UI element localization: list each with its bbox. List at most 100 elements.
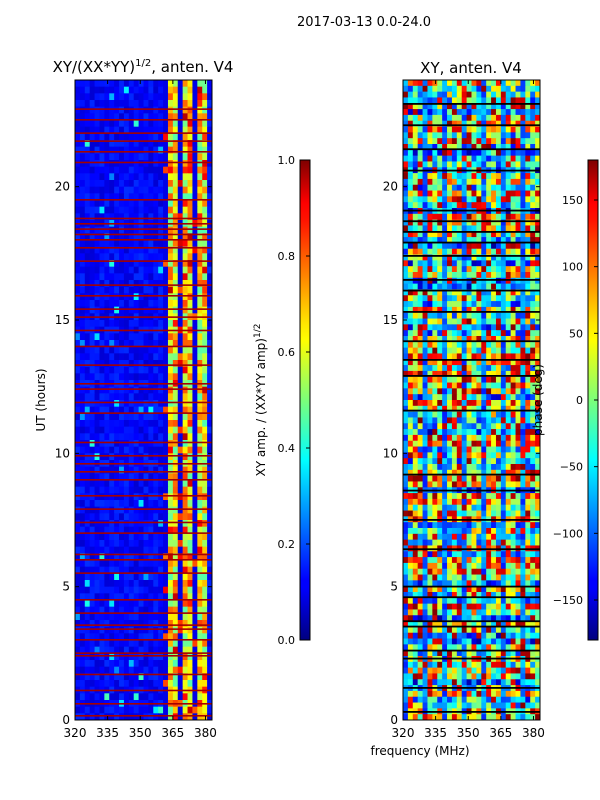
heatmap-cell bbox=[84, 706, 91, 714]
heatmap-cell bbox=[172, 80, 179, 88]
heatmap-cell bbox=[89, 113, 96, 121]
heatmap-cell bbox=[158, 273, 164, 281]
heatmap-cell bbox=[143, 480, 149, 488]
heatmap-cell bbox=[207, 306, 213, 314]
heatmap-cell bbox=[476, 295, 482, 302]
heatmap-cell bbox=[133, 606, 140, 614]
heatmap-cell bbox=[109, 406, 115, 414]
heatmap-cell bbox=[456, 504, 463, 512]
heatmap-cell bbox=[114, 373, 120, 381]
heatmap-cell bbox=[153, 246, 159, 254]
heatmap-cell bbox=[515, 178, 521, 186]
heatmap-cell bbox=[530, 353, 536, 360]
heatmap-cell bbox=[114, 626, 120, 634]
heatmap-cell bbox=[89, 353, 96, 361]
heatmap-cell bbox=[491, 365, 497, 372]
heatmap-cell bbox=[143, 666, 149, 674]
heatmap-cell bbox=[451, 359, 458, 366]
heatmap-cell bbox=[119, 493, 125, 501]
heatmap-cell bbox=[148, 233, 154, 241]
heatmap-cell bbox=[500, 120, 507, 128]
heatmap-cell bbox=[148, 506, 154, 514]
heatmap-cell bbox=[182, 166, 189, 174]
heatmap-cell bbox=[466, 301, 472, 308]
heatmap-cell bbox=[128, 553, 135, 561]
heatmap-cell bbox=[412, 336, 419, 343]
heatmap-cell bbox=[486, 318, 492, 325]
heatmap-cell bbox=[461, 120, 468, 128]
heatmap-cell bbox=[79, 186, 86, 194]
heatmap-cell bbox=[525, 272, 531, 279]
heatmap-cell bbox=[515, 400, 521, 407]
heatmap-cell bbox=[187, 353, 193, 361]
heatmap-cell bbox=[505, 394, 512, 401]
heatmap-cell bbox=[476, 429, 482, 436]
heatmap-cell bbox=[202, 393, 208, 401]
heatmap-cell bbox=[202, 346, 208, 354]
heatmap-cell bbox=[153, 673, 159, 681]
heatmap-cell bbox=[476, 283, 482, 290]
heatmap-cell bbox=[143, 580, 149, 588]
heatmap-cell bbox=[515, 481, 521, 488]
heatmap-cell bbox=[163, 493, 169, 501]
heatmap-cell bbox=[163, 693, 169, 701]
heatmap-cell bbox=[104, 100, 110, 108]
heatmap-cell bbox=[153, 393, 159, 401]
heatmap-cell bbox=[437, 394, 443, 401]
heatmap-cell bbox=[75, 560, 81, 568]
heatmap-cell bbox=[407, 178, 414, 186]
heatmap-cell bbox=[535, 289, 541, 296]
heatmap-cell bbox=[89, 400, 96, 408]
heatmap-cell bbox=[202, 113, 208, 121]
heatmap-cell bbox=[403, 528, 409, 535]
heatmap-cell bbox=[442, 359, 448, 366]
heatmap-cell bbox=[153, 293, 159, 301]
heatmap-cell bbox=[466, 388, 472, 395]
heatmap-cell bbox=[153, 153, 159, 161]
heatmap-cell bbox=[427, 219, 433, 226]
heatmap-cell bbox=[466, 144, 472, 151]
heatmap-cell bbox=[114, 193, 120, 201]
flagged-row bbox=[75, 217, 212, 220]
heatmap-cell bbox=[520, 248, 526, 256]
heatmap-cell bbox=[158, 393, 164, 401]
heatmap-cell bbox=[432, 429, 438, 436]
heatmap-cell bbox=[119, 413, 125, 421]
heatmap-cell bbox=[412, 464, 419, 471]
heatmap-cell bbox=[197, 693, 203, 701]
heatmap-cell bbox=[525, 394, 531, 401]
heatmap-cell bbox=[486, 219, 492, 226]
heatmap-cell bbox=[128, 426, 135, 434]
heatmap-cell bbox=[163, 613, 169, 621]
heatmap-cell bbox=[177, 366, 184, 374]
heatmap-cell bbox=[75, 193, 81, 201]
heatmap-cell bbox=[143, 293, 149, 301]
heatmap-cell bbox=[486, 190, 492, 197]
heatmap-cell bbox=[104, 466, 110, 474]
heatmap-cell bbox=[187, 473, 193, 481]
heatmap-cell bbox=[476, 423, 482, 430]
heatmap-cell bbox=[79, 586, 86, 594]
heatmap-cell bbox=[109, 186, 115, 194]
heatmap-cell bbox=[187, 560, 193, 568]
heatmap-cell bbox=[481, 149, 487, 157]
heatmap-cell bbox=[104, 120, 110, 128]
heatmap-cell bbox=[202, 453, 208, 461]
heatmap-cell bbox=[461, 254, 468, 261]
heatmap-cell bbox=[167, 506, 174, 514]
heatmap-cell bbox=[109, 240, 115, 248]
heatmap-cell bbox=[167, 206, 174, 214]
heatmap-cell bbox=[89, 586, 96, 594]
heatmap-cell bbox=[119, 426, 125, 434]
heatmap-cell bbox=[412, 97, 419, 104]
heatmap-cell bbox=[427, 178, 433, 186]
heatmap-cell bbox=[123, 300, 130, 308]
heatmap-cell bbox=[505, 481, 512, 488]
heatmap-cell bbox=[535, 452, 541, 459]
heatmap-cell bbox=[104, 420, 110, 428]
heatmap-cell bbox=[104, 266, 110, 274]
heatmap-cell bbox=[75, 366, 81, 374]
heatmap-cell bbox=[417, 254, 424, 261]
heatmap-cell bbox=[417, 370, 424, 378]
heatmap-cell bbox=[535, 196, 541, 203]
